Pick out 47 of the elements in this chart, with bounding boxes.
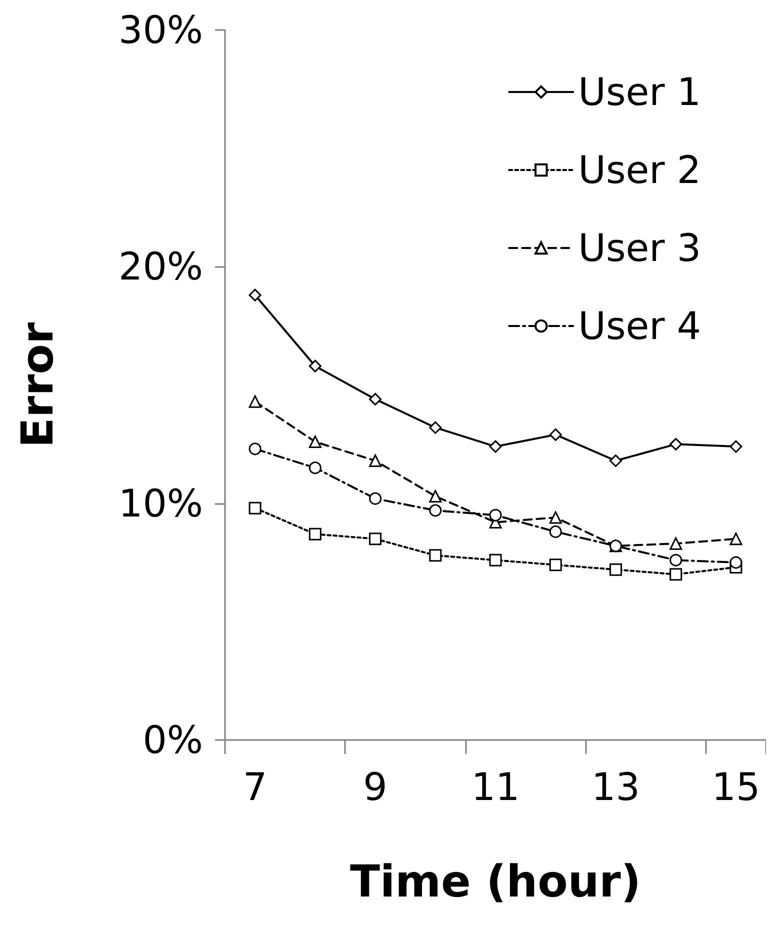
point (369, 532, 382, 546)
point (730, 532, 742, 546)
point (308, 436, 322, 448)
point (248, 442, 262, 456)
point (369, 454, 382, 467)
point (248, 502, 262, 514)
point (730, 556, 742, 569)
point (549, 511, 562, 524)
point (308, 462, 322, 474)
point (549, 525, 562, 538)
y-tick-label: 10% (118, 481, 203, 526)
point (549, 428, 562, 441)
point (670, 537, 682, 550)
point (248, 288, 262, 302)
point (670, 438, 682, 450)
point (429, 490, 442, 502)
x-tick-label: 9 (363, 765, 388, 809)
y-tick-label: 30% (118, 8, 203, 52)
legend-label: User 3 (578, 226, 702, 270)
point (609, 454, 622, 467)
y-axis-title: Error (12, 322, 64, 448)
point (489, 508, 502, 522)
point (549, 558, 562, 572)
point (489, 440, 502, 453)
point (670, 554, 682, 566)
legend-label: User 1 (578, 70, 702, 114)
point (730, 440, 742, 453)
legend-label: User 2 (578, 148, 702, 192)
point (429, 421, 442, 434)
point (369, 492, 382, 505)
point (429, 549, 442, 562)
x-tick-label: 7 (242, 765, 268, 809)
y-tick-label: 0% (142, 718, 203, 762)
point (489, 554, 502, 566)
point (308, 360, 322, 372)
x-tick-label: 11 (471, 765, 520, 809)
x-axis-title: Time (hour) (350, 856, 641, 908)
point (308, 528, 322, 540)
legend-label: User 4 (578, 304, 702, 348)
point (429, 504, 442, 517)
point (670, 568, 682, 581)
x-tick-label: 13 (592, 765, 640, 809)
point (609, 563, 622, 576)
x-tick-label: 15 (712, 765, 760, 809)
y-tick-label: 20% (118, 244, 203, 289)
point (248, 395, 262, 408)
point (369, 392, 382, 406)
